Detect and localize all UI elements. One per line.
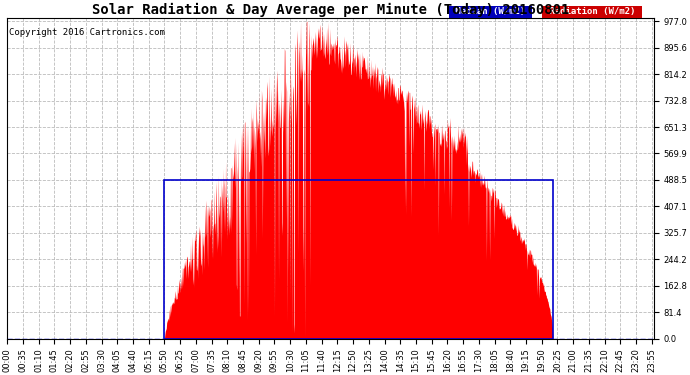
Text: Median (W/m2): Median (W/m2): [450, 8, 531, 16]
Title: Solar Radiation & Day Average per Minute (Today) 20160801: Solar Radiation & Day Average per Minute…: [92, 3, 569, 17]
Text: Radiation (W/m2): Radiation (W/m2): [544, 8, 640, 16]
Bar: [164, 180, 553, 339]
Text: Copyright 2016 Cartronics.com: Copyright 2016 Cartronics.com: [8, 28, 164, 37]
